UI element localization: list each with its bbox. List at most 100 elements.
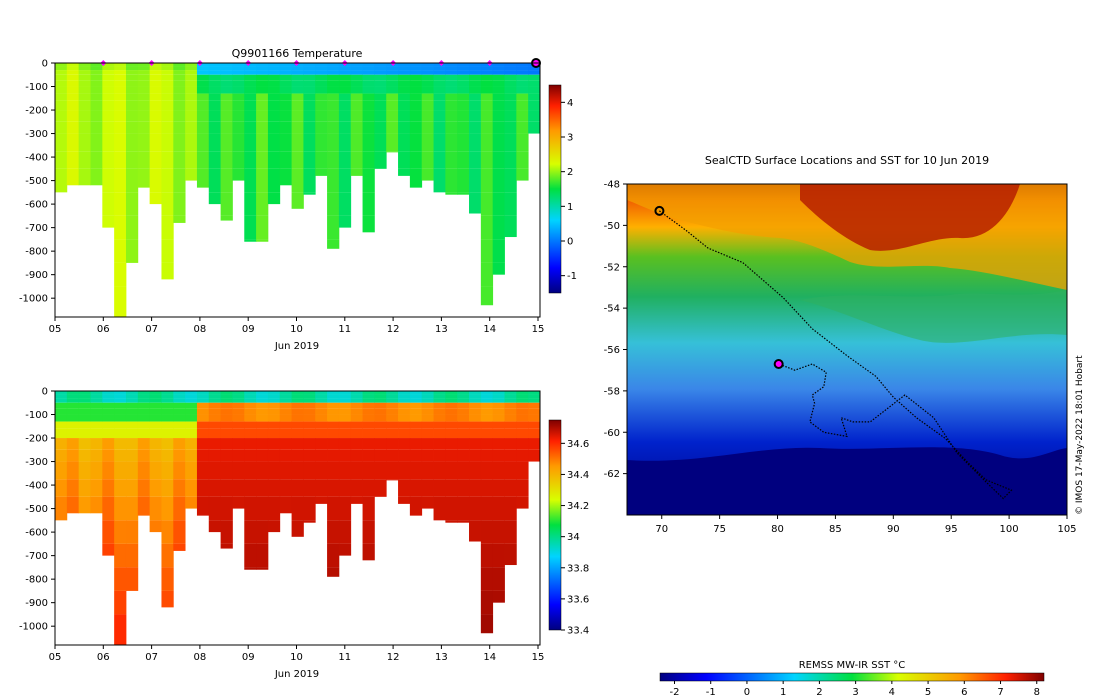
profile-cell xyxy=(291,421,304,429)
profile-cell xyxy=(445,74,458,81)
profile-cell xyxy=(244,110,257,122)
profile-cell xyxy=(398,74,411,81)
profile-cell xyxy=(504,63,517,67)
profile-cell xyxy=(196,391,210,395)
profile-cell xyxy=(267,121,281,134)
profile-cell xyxy=(267,479,281,497)
profile-cell xyxy=(90,438,103,450)
profile-cell xyxy=(78,408,91,415)
profile-cell xyxy=(66,428,80,439)
profile-cell xyxy=(516,438,529,450)
profile-cell xyxy=(433,391,446,395)
profile-cell xyxy=(528,100,541,111)
profile-cell xyxy=(409,168,423,188)
profile-cell xyxy=(469,168,482,193)
profile-cell xyxy=(279,66,292,71)
profile-cell xyxy=(90,398,103,403)
profile-cell xyxy=(469,479,482,497)
profile-cell xyxy=(504,543,517,566)
profile-cell xyxy=(90,86,103,94)
profile-cell xyxy=(90,394,103,399)
profile-cell xyxy=(149,428,162,439)
profile-cell xyxy=(220,414,233,422)
profile-cell xyxy=(125,543,139,568)
profile-cell xyxy=(185,414,198,422)
profile-cell xyxy=(244,63,257,67)
profile-cell xyxy=(208,80,222,87)
profile-cell xyxy=(90,66,103,71)
profile-cell xyxy=(208,63,222,67)
profile-cell xyxy=(125,239,139,263)
profile-cell xyxy=(55,408,68,415)
profile-cell xyxy=(232,93,245,101)
profile-cell xyxy=(279,80,292,87)
profile-cell xyxy=(279,421,292,429)
profile-cell xyxy=(433,461,446,480)
profile-cell xyxy=(433,398,446,403)
profile-cell xyxy=(220,63,233,67)
profile-cell xyxy=(220,100,233,111)
profile-cell xyxy=(125,74,139,81)
profile-cell xyxy=(196,133,210,152)
profile-cell xyxy=(232,428,245,439)
profile-cell xyxy=(480,428,494,439)
profile-cell xyxy=(445,421,458,429)
profile-cell xyxy=(350,100,363,111)
profile-cell xyxy=(173,391,186,395)
profile-cell xyxy=(386,479,399,481)
profile-cell xyxy=(137,438,151,450)
profile-cell xyxy=(480,239,494,263)
profile-cell xyxy=(208,461,222,480)
profile-cell xyxy=(338,70,352,75)
profile-cell xyxy=(232,438,245,450)
colorbar-tick-label: 1 xyxy=(567,202,573,213)
profile-cell xyxy=(504,168,517,193)
sst-colorbar-tick-label: -1 xyxy=(706,687,716,698)
profile-cell xyxy=(504,74,517,81)
profile-cell xyxy=(291,151,304,169)
profile-cell xyxy=(232,133,245,152)
profile-cell xyxy=(256,414,269,422)
profile-cell xyxy=(78,414,91,422)
profile-cell xyxy=(457,398,470,403)
profile-cell xyxy=(244,74,257,81)
profile-cell xyxy=(469,398,482,403)
profile-cell xyxy=(350,133,363,152)
profile-cell xyxy=(528,394,541,399)
profile-cell xyxy=(149,74,162,81)
profile-cell xyxy=(327,461,340,480)
profile-cell xyxy=(114,151,127,169)
profile-cell xyxy=(66,133,80,152)
profile-cell xyxy=(398,151,411,169)
profile-cell xyxy=(409,133,423,152)
profile-cell xyxy=(125,421,139,429)
profile-cell xyxy=(114,520,127,544)
profile-cell xyxy=(303,63,316,67)
profile-cell xyxy=(161,74,174,81)
temperature-title: Q9901166 Temperature xyxy=(232,47,363,60)
profile-cell xyxy=(137,110,151,122)
profile-cell xyxy=(137,421,151,429)
profile-cell xyxy=(409,479,423,497)
profile-cell xyxy=(469,402,482,409)
profile-cell xyxy=(55,496,68,521)
sst-colorbar-tick-label: 0 xyxy=(744,687,750,698)
profile-cell xyxy=(362,63,375,67)
profile-cell xyxy=(125,394,139,399)
profile-cell xyxy=(220,391,233,395)
profile-cell xyxy=(185,449,198,462)
profile-cell xyxy=(421,63,434,67)
x-tick-label: 13 xyxy=(435,324,448,335)
profile-cell xyxy=(315,100,328,111)
profile-cell xyxy=(374,414,387,422)
profile-cell xyxy=(90,391,103,395)
profile-cell xyxy=(386,74,399,81)
profile-cell xyxy=(291,449,304,462)
profile-cell xyxy=(149,496,162,521)
profile-cell xyxy=(303,74,316,81)
profile-cell xyxy=(386,93,399,101)
profile-cell xyxy=(445,80,458,87)
profile-cell xyxy=(480,74,494,81)
profile-cell xyxy=(55,80,68,87)
profile-cell xyxy=(362,70,375,75)
